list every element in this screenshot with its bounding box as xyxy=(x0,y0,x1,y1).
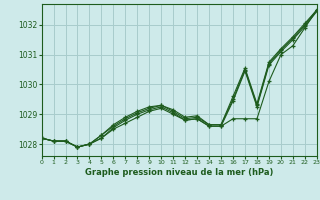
X-axis label: Graphe pression niveau de la mer (hPa): Graphe pression niveau de la mer (hPa) xyxy=(85,168,273,177)
